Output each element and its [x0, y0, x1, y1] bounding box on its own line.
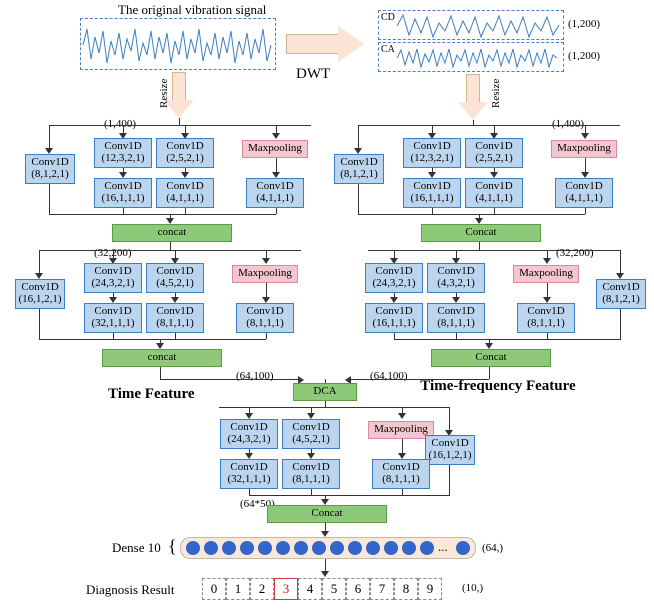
- cd-shape: (1,200): [568, 18, 600, 30]
- dense-dot: [456, 541, 470, 555]
- time-feature-label: Time Feature: [108, 386, 195, 403]
- fusion-r2c1: Conv1D (32,1,1,1): [220, 459, 278, 489]
- fusion-r1c2: Conv1D (4,5,2,1): [282, 419, 340, 449]
- left-s1-r1c2: Conv1D (2,5,2,1): [156, 138, 214, 168]
- fusion-r2c3: Conv1D (8,1,1,1): [372, 459, 430, 489]
- diagnosis-title: Diagnosis Result: [86, 582, 174, 598]
- resize-arrow-right: [458, 74, 488, 120]
- fusion-r2c2: Conv1D (8,1,1,1): [282, 459, 340, 489]
- resize-label-left: Resize: [158, 79, 170, 108]
- right-s2-skip-conv: Conv1D (8,1,2,1): [596, 279, 646, 309]
- right-s1-r2c2: Conv1D (4,1,1,1): [465, 178, 523, 208]
- right-s1-r2c3: Conv1D (4,1,1,1): [555, 178, 613, 208]
- left-s1-skip-conv: Conv1D (8,1,2,1): [25, 154, 75, 184]
- dense-dot: [204, 541, 218, 555]
- left-concat-2: concat: [102, 349, 222, 367]
- dense-dot: [384, 541, 398, 555]
- dense-out-shape: (64,): [482, 542, 503, 554]
- left-s1-r2c1: Conv1D (16,1,1,1): [94, 178, 152, 208]
- dense-dot: [222, 541, 236, 555]
- diag-out-shape: (10,): [462, 582, 483, 594]
- diagram-canvas: The original vibration signal DWT CD (1,…: [0, 0, 654, 614]
- ca-label: CA: [381, 44, 395, 55]
- left-s1-r1c1: Conv1D (12,3,2,1): [94, 138, 152, 168]
- right-s2-r1c2: Conv1D (4,3,2,1): [427, 263, 485, 293]
- right-s2-r2c2: Conv1D (8,1,1,1): [427, 303, 485, 333]
- dca-block: DCA: [293, 383, 357, 401]
- right-s1-r1c2: Conv1D (2,5,2,1): [465, 138, 523, 168]
- signal-waveform-original: [81, 19, 277, 71]
- signal-panel-original: [80, 18, 276, 70]
- dense-dot: [240, 541, 254, 555]
- left-s2-r2c2: Conv1D (8,1,1,1): [146, 303, 204, 333]
- right-concat-2: Concat: [431, 349, 551, 367]
- dense-dot: [420, 541, 434, 555]
- dwt-label: DWT: [296, 66, 330, 83]
- diagnosis-cell-5: 5: [322, 578, 346, 600]
- stage2-out-right: (64,100): [370, 370, 408, 382]
- stage1-out-right: (32,200): [556, 247, 594, 259]
- resize-label-right: Resize: [490, 79, 502, 108]
- right-s2-r1c1: Conv1D (24,3,2,1): [365, 263, 423, 293]
- dense-dot: [294, 541, 308, 555]
- original-signal-title: The original vibration signal: [118, 2, 266, 18]
- fusion-concat: Concat: [267, 505, 387, 523]
- left-s2-r1c1: Conv1D (24,3,2,1): [84, 263, 142, 293]
- left-s2-maxpool: Maxpooling: [232, 265, 298, 283]
- dense-dot: [258, 541, 272, 555]
- left-s2-r1c2: Conv1D (4,5,2,1): [146, 263, 204, 293]
- left-s1-r2c2: Conv1D (4,1,1,1): [156, 178, 214, 208]
- input-shape-right: (1,400): [552, 118, 584, 130]
- right-s2-r2c1: Conv1D (16,1,1,1): [365, 303, 423, 333]
- diagnosis-cell-6: 6: [346, 578, 370, 600]
- timefreq-feature-label: Time-frequency Feature: [418, 378, 578, 395]
- dense-dot: [330, 541, 344, 555]
- stage2-out-left: (64,100): [236, 370, 274, 382]
- right-s2-maxpool: Maxpooling: [513, 265, 579, 283]
- dense-dot: [276, 541, 290, 555]
- left-concat-1: concat: [112, 224, 232, 242]
- input-shape-left: (1,400): [104, 118, 136, 130]
- dense-ellipsis: ...: [438, 539, 448, 555]
- left-s2-skip-conv: Conv1D (16,1,2,1): [15, 279, 65, 309]
- ca-shape: (1,200): [568, 50, 600, 62]
- brace-left-icon: {: [168, 536, 177, 557]
- signal-waveform-ca: [379, 43, 565, 73]
- diagnosis-cell-3: 3: [274, 578, 298, 600]
- diagnosis-cells: 0123456789: [202, 578, 442, 600]
- dwt-arrow: [286, 26, 366, 62]
- diagnosis-cell-0: 0: [202, 578, 226, 600]
- dense-dot: [348, 541, 362, 555]
- diagnosis-cell-4: 4: [298, 578, 322, 600]
- dense-label: Dense 10: [112, 540, 161, 556]
- dense-dot: [186, 541, 200, 555]
- diagnosis-cell-7: 7: [370, 578, 394, 600]
- left-s1-r2c3: Conv1D (4,1,1,1): [246, 178, 304, 208]
- fusion-skip-conv: Conv1D (16,1,2,1): [425, 435, 475, 465]
- diagnosis-cell-8: 8: [394, 578, 418, 600]
- diagnosis-cell-1: 1: [226, 578, 250, 600]
- diagnosis-cell-9: 9: [418, 578, 442, 600]
- right-s1-r1c1: Conv1D (12,3,2,1): [403, 138, 461, 168]
- right-s2-r2c3: Conv1D (8,1,1,1): [517, 303, 575, 333]
- dense-dot: [312, 541, 326, 555]
- fusion-r1c1: Conv1D (24,3,2,1): [220, 419, 278, 449]
- left-s1-maxpool: Maxpooling: [242, 140, 308, 158]
- dense-dot: [402, 541, 416, 555]
- right-s1-maxpool: Maxpooling: [551, 140, 617, 158]
- right-s1-skip-conv: Conv1D (8,1,2,1): [334, 154, 384, 184]
- dense-dot: [366, 541, 380, 555]
- cd-label: CD: [381, 12, 395, 23]
- diagnosis-cell-2: 2: [250, 578, 274, 600]
- right-concat-1: Concat: [421, 224, 541, 242]
- signal-panel-ca-wrap: CA: [378, 42, 564, 72]
- signal-panel-cd-wrap: CD: [378, 10, 564, 40]
- left-s2-r2c1: Conv1D (32,1,1,1): [84, 303, 142, 333]
- left-s2-r2c3: Conv1D (8,1,1,1): [236, 303, 294, 333]
- signal-waveform-cd: [379, 11, 565, 41]
- right-s1-r2c1: Conv1D (16,1,1,1): [403, 178, 461, 208]
